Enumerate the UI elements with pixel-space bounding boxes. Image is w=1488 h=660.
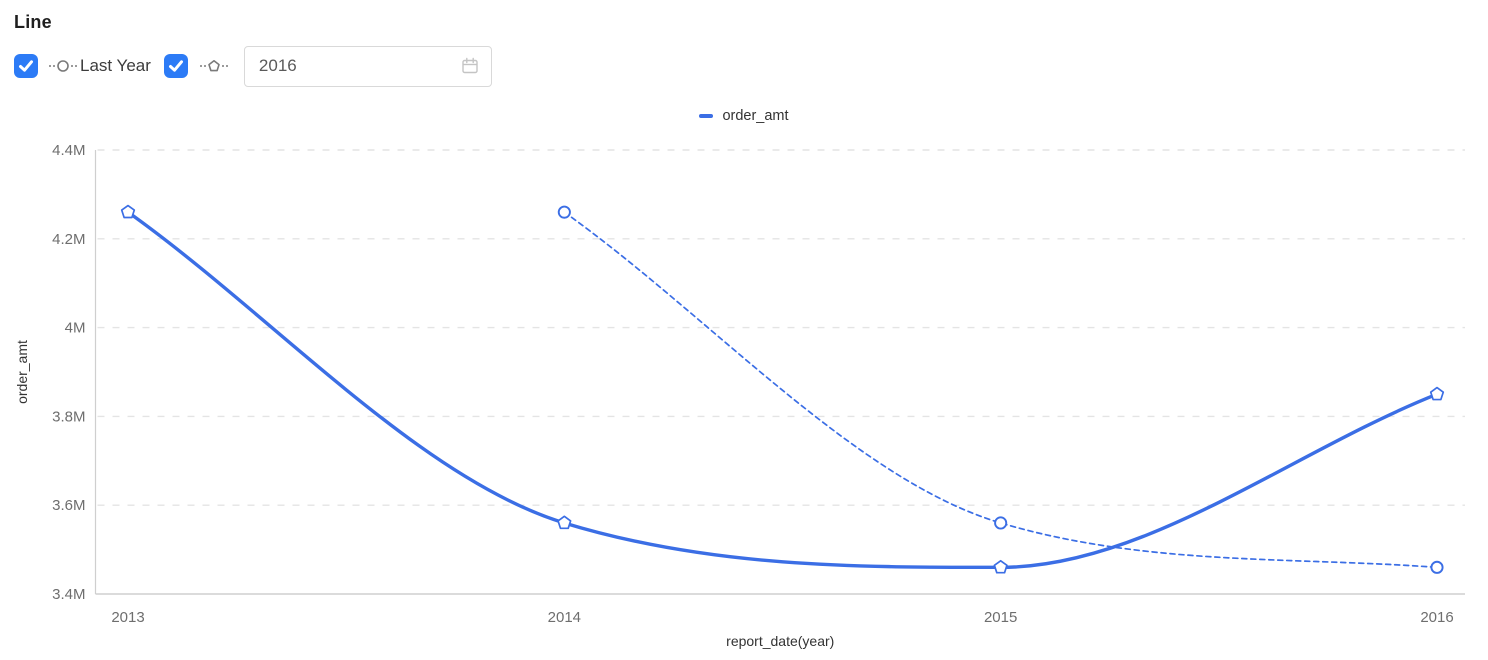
y-axis-tick-label: 3.6M	[52, 497, 85, 514]
y-axis-title: order_amt	[14, 340, 30, 404]
dashed-line-pentagon-marker-icon	[199, 59, 229, 73]
y-axis-tick-label: 3.8M	[52, 408, 85, 425]
page-title: Line	[14, 12, 52, 32]
y-axis-tick-label: 4M	[65, 320, 86, 337]
x-axis-title: report_date(year)	[726, 633, 834, 649]
legend-line-swatch	[699, 114, 714, 118]
controls-row: Last Year 2016	[14, 45, 492, 87]
last-year-checkbox[interactable]	[14, 54, 38, 78]
current-year-checkbox[interactable]	[163, 54, 188, 78]
legend-label: order_amt	[722, 108, 789, 124]
y-axis-tick-label: 3.4M	[52, 586, 85, 603]
y-axis-tick-label: 4.4M	[52, 142, 85, 159]
data-point-marker-circle[interactable]	[994, 516, 1008, 530]
data-point-marker-pentagon[interactable]	[120, 204, 136, 219]
calendar-icon	[461, 57, 479, 75]
data-point-marker-pentagon[interactable]	[557, 515, 572, 530]
year-date-input[interactable]: 2016	[243, 45, 492, 87]
checkmark-icon	[19, 60, 33, 72]
x-axis-tick-label: 2014	[548, 609, 581, 626]
checkmark-icon	[168, 60, 183, 72]
x-axis-tick-label: 2013	[111, 609, 144, 626]
data-point-marker-circle[interactable]	[1430, 560, 1444, 574]
series-line-solid	[126, 210, 1439, 570]
data-point-marker-circle[interactable]	[557, 205, 571, 219]
x-axis-tick-label: 2015	[984, 609, 1017, 626]
series-line-dashed	[563, 211, 1438, 569]
year-input-value: 2016	[258, 56, 297, 75]
x-axis-tick-label: 2016	[1420, 609, 1453, 626]
last-year-label: Last Year	[80, 56, 151, 75]
chart-legend[interactable]: order_amt	[0, 108, 1488, 124]
data-point-marker-pentagon[interactable]	[1429, 386, 1445, 401]
data-point-marker-pentagon[interactable]	[993, 559, 1008, 574]
dashed-line-circle-marker-icon	[48, 59, 78, 73]
y-axis-tick-label: 4.2M	[52, 231, 85, 248]
